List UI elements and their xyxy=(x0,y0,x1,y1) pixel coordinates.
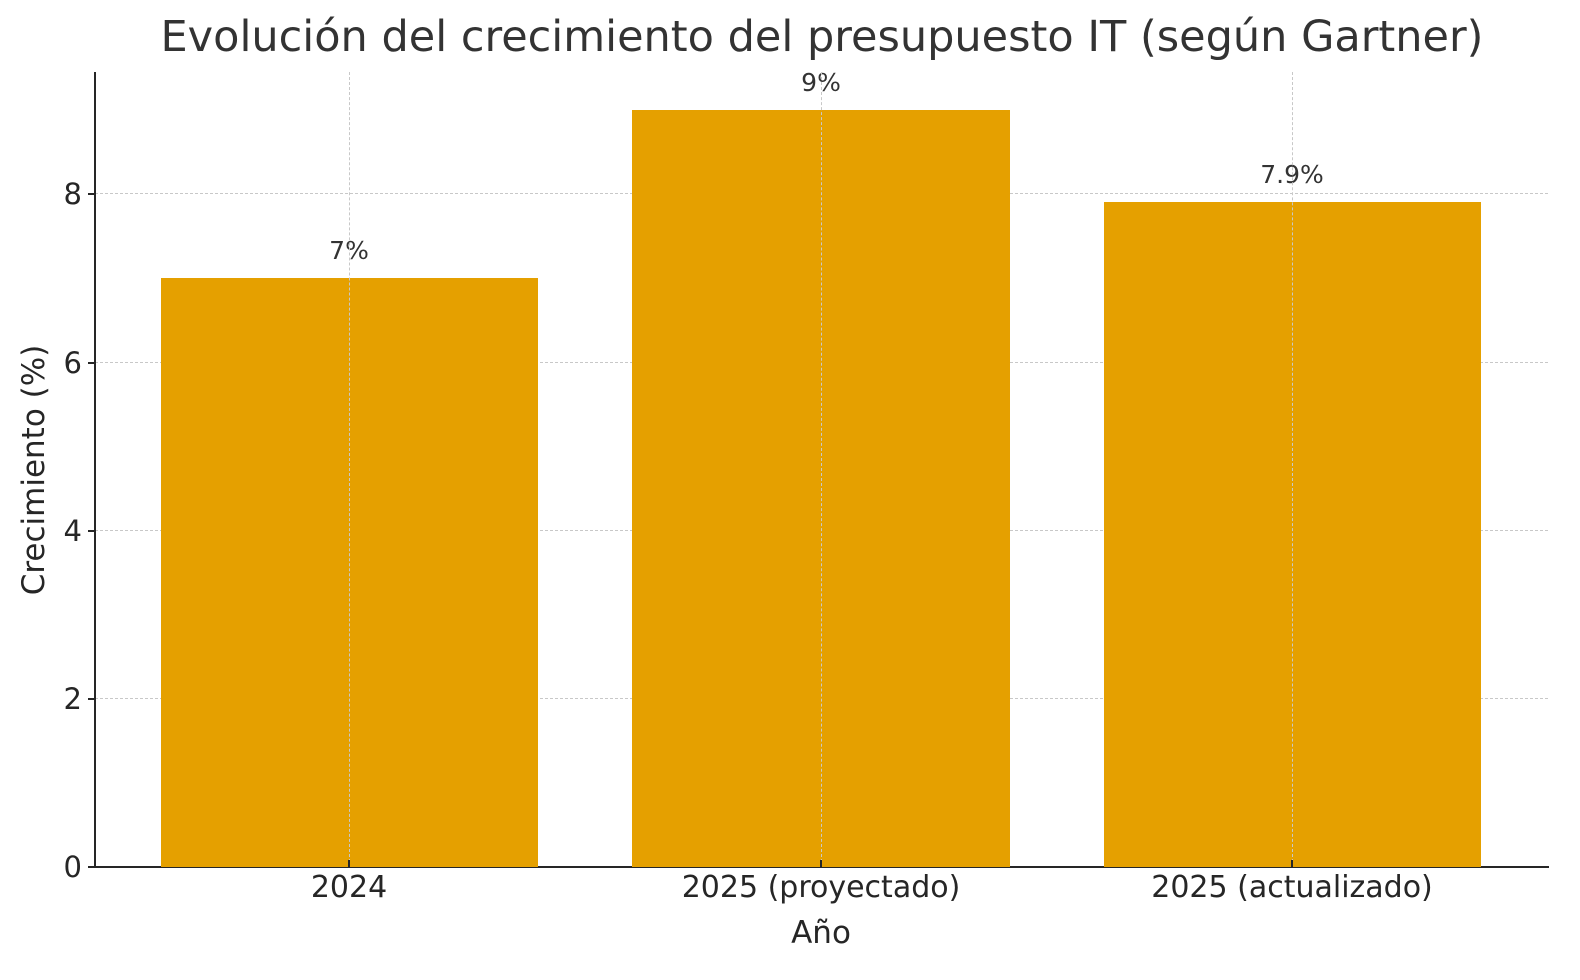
gridline-x-2025-actualizado xyxy=(1292,72,1293,867)
y-tick-mark xyxy=(88,530,95,532)
x-tick-label: 2025 (proyectado) xyxy=(681,870,961,905)
y-tick-mark xyxy=(88,193,95,195)
y-tick-mark xyxy=(88,698,95,700)
y-tick-label: 0 xyxy=(63,850,82,884)
x-tick-mark xyxy=(348,860,350,867)
x-tick-mark xyxy=(1291,860,1293,867)
x-tick-label: 2024 xyxy=(310,870,388,905)
plot-area: 7% 9% 7.9% xyxy=(95,68,1548,867)
y-tick-mark xyxy=(88,362,95,364)
x-axis-line xyxy=(94,866,1549,868)
y-tick-label: 4 xyxy=(63,514,82,548)
gridline-x-2024 xyxy=(349,72,350,867)
y-tick-label: 8 xyxy=(63,177,82,211)
y-axis-line xyxy=(94,72,96,868)
y-tick-mark xyxy=(88,866,95,868)
chart-title: Evolución del crecimiento del presupuest… xyxy=(160,12,1484,62)
x-tick-mark xyxy=(820,860,822,867)
y-axis-label: Crecimiento (%) xyxy=(16,344,52,596)
gridline-x-2025-proyectado xyxy=(821,72,822,867)
y-tick-label: 2 xyxy=(63,682,82,716)
x-axis-label: Año xyxy=(791,915,851,951)
x-tick-label: 2025 (actualizado) xyxy=(1151,870,1433,905)
y-tick-label: 6 xyxy=(63,346,82,380)
